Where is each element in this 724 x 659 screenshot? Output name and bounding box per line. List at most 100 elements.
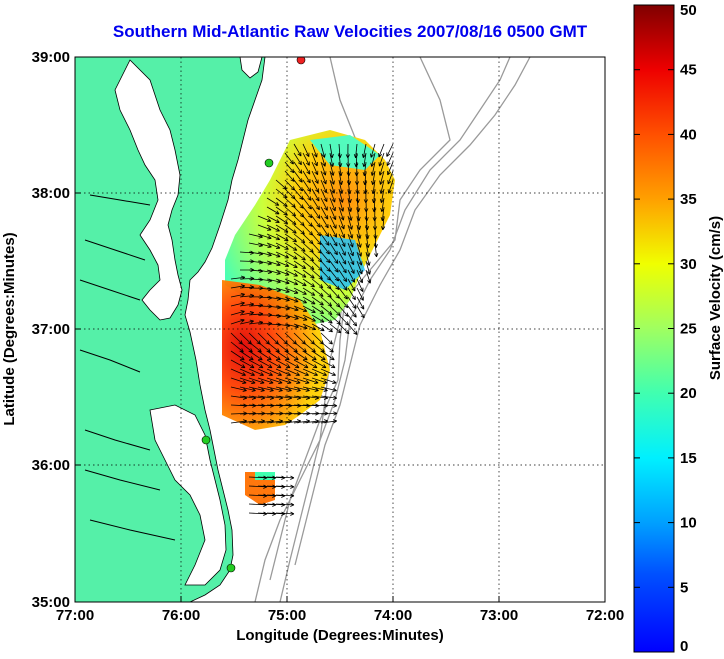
- y-tick-label: 38:00: [32, 185, 70, 202]
- velocity-arrow: [338, 242, 346, 256]
- velocity-arrow: [311, 188, 320, 202]
- velocity-arrow: [257, 233, 272, 240]
- velocity-arrow: [266, 269, 281, 275]
- y-tick-label: 36:00: [32, 457, 70, 474]
- velocity-arrow: [275, 475, 295, 480]
- velocity-arrow: [284, 278, 299, 286]
- velocity-arrow: [293, 143, 302, 157]
- velocity-field-slow-patch-2: [310, 135, 380, 170]
- velocity-arrow: [266, 197, 280, 206]
- velocity-arrow: [320, 152, 327, 167]
- velocity-arrow: [320, 359, 336, 369]
- velocity-arrow: [230, 350, 245, 361]
- velocity-arrow: [266, 215, 280, 223]
- velocity-arrow: [293, 377, 310, 384]
- y-tick-label: 39:00: [32, 49, 70, 66]
- velocity-arrow: [378, 152, 385, 167]
- velocity-arrow: [379, 170, 385, 185]
- velocity-arrow: [378, 161, 385, 176]
- velocity-arrow: [302, 296, 316, 305]
- velocity-arrow: [248, 377, 265, 384]
- velocity-arrow: [338, 197, 345, 212]
- velocity-arrow: [266, 233, 281, 241]
- velocity-arrow: [284, 377, 301, 384]
- velocity-arrow: [387, 179, 394, 194]
- velocity-arrow: [347, 314, 358, 327]
- velocity-arrow: [302, 269, 315, 279]
- velocity-arrow: [284, 386, 301, 392]
- velocity-field-slow-patch: [320, 235, 365, 290]
- y-tick-label: 35:00: [32, 594, 70, 611]
- velocity-arrow: [266, 377, 283, 384]
- velocity-arrow: [302, 287, 316, 296]
- velocity-arrow: [275, 242, 289, 250]
- velocity-arrow: [302, 197, 312, 210]
- velocity-arrow: [356, 269, 364, 284]
- velocity-arrow: [302, 206, 313, 219]
- velocity-arrow: [311, 161, 319, 176]
- velocity-arrow: [320, 188, 328, 202]
- velocity-arrow: [329, 323, 342, 334]
- velocity-arrow: [293, 152, 302, 166]
- velocity-arrow: [347, 251, 355, 266]
- station-2-marker[interactable]: [264, 158, 274, 168]
- velocity-arrow: [284, 305, 299, 312]
- velocity-arrow: [311, 233, 322, 246]
- velocity-arrow: [293, 161, 303, 174]
- velocity-arrow: [329, 188, 336, 203]
- velocity-arrow: [302, 350, 317, 361]
- velocity-arrow: [302, 368, 318, 376]
- velocity-arrow: [329, 197, 336, 212]
- velocity-arrow: [320, 377, 337, 384]
- station-3-marker[interactable]: [201, 435, 211, 445]
- velocity-arrow: [302, 386, 319, 392]
- velocity-arrow: [311, 350, 326, 361]
- velocity-arrow: [266, 278, 281, 284]
- velocity-arrow: [275, 511, 295, 516]
- velocity-arrow: [311, 278, 324, 289]
- colorbar-tick-label: 45: [680, 62, 697, 79]
- velocity-arrow: [329, 260, 339, 273]
- velocity-arrow: [293, 260, 307, 270]
- velocity-arrow: [257, 368, 273, 376]
- velocity-arrow: [230, 359, 246, 369]
- velocity-arrow: [311, 296, 324, 306]
- velocity-arrow: [386, 143, 394, 157]
- velocity-arrow: [320, 368, 336, 376]
- velocity-arrow: [320, 197, 328, 211]
- velocity-arrow: [293, 350, 308, 361]
- velocity-arrow: [338, 188, 344, 203]
- velocity-arrow: [284, 359, 300, 369]
- velocity-arrow: [338, 305, 349, 317]
- station-1-marker[interactable]: [296, 56, 306, 65]
- velocity-arrow: [284, 260, 298, 268]
- velocity-arrow: [311, 377, 328, 384]
- velocity-arrow: [293, 179, 304, 192]
- velocity-arrow: [302, 314, 316, 322]
- velocity-arrow: [275, 386, 292, 392]
- velocity-arrow: [370, 143, 376, 158]
- station-4-marker[interactable]: [226, 563, 236, 573]
- velocity-arrow: [275, 179, 287, 190]
- rivers: [79, 194, 176, 541]
- velocity-arrow: [275, 251, 290, 259]
- velocity-arrow: [302, 251, 315, 262]
- x-tick-label: 72:00: [586, 607, 624, 624]
- velocity-arrow: [365, 269, 372, 284]
- velocity-field-cape-patch: [245, 472, 275, 505]
- velocity-arrow: [284, 287, 299, 294]
- velocity-arrow: [320, 403, 338, 408]
- velocity-arrow: [338, 251, 347, 265]
- colorbar-tick-label: 40: [680, 126, 697, 143]
- velocity-arrow: [257, 224, 272, 231]
- colorbar-tick-label: 50: [680, 2, 697, 19]
- velocity-arrow: [257, 359, 273, 369]
- velocity-arrow: [302, 170, 311, 184]
- colorbar-tick-label: 10: [680, 515, 697, 532]
- velocity-arrow: [347, 215, 353, 230]
- velocity-arrow: [365, 251, 371, 266]
- colorbar-tick-label: 25: [680, 321, 697, 338]
- velocity-arrow: [381, 215, 386, 231]
- velocity-arrow: [320, 170, 327, 185]
- velocity-arrow: [338, 260, 347, 274]
